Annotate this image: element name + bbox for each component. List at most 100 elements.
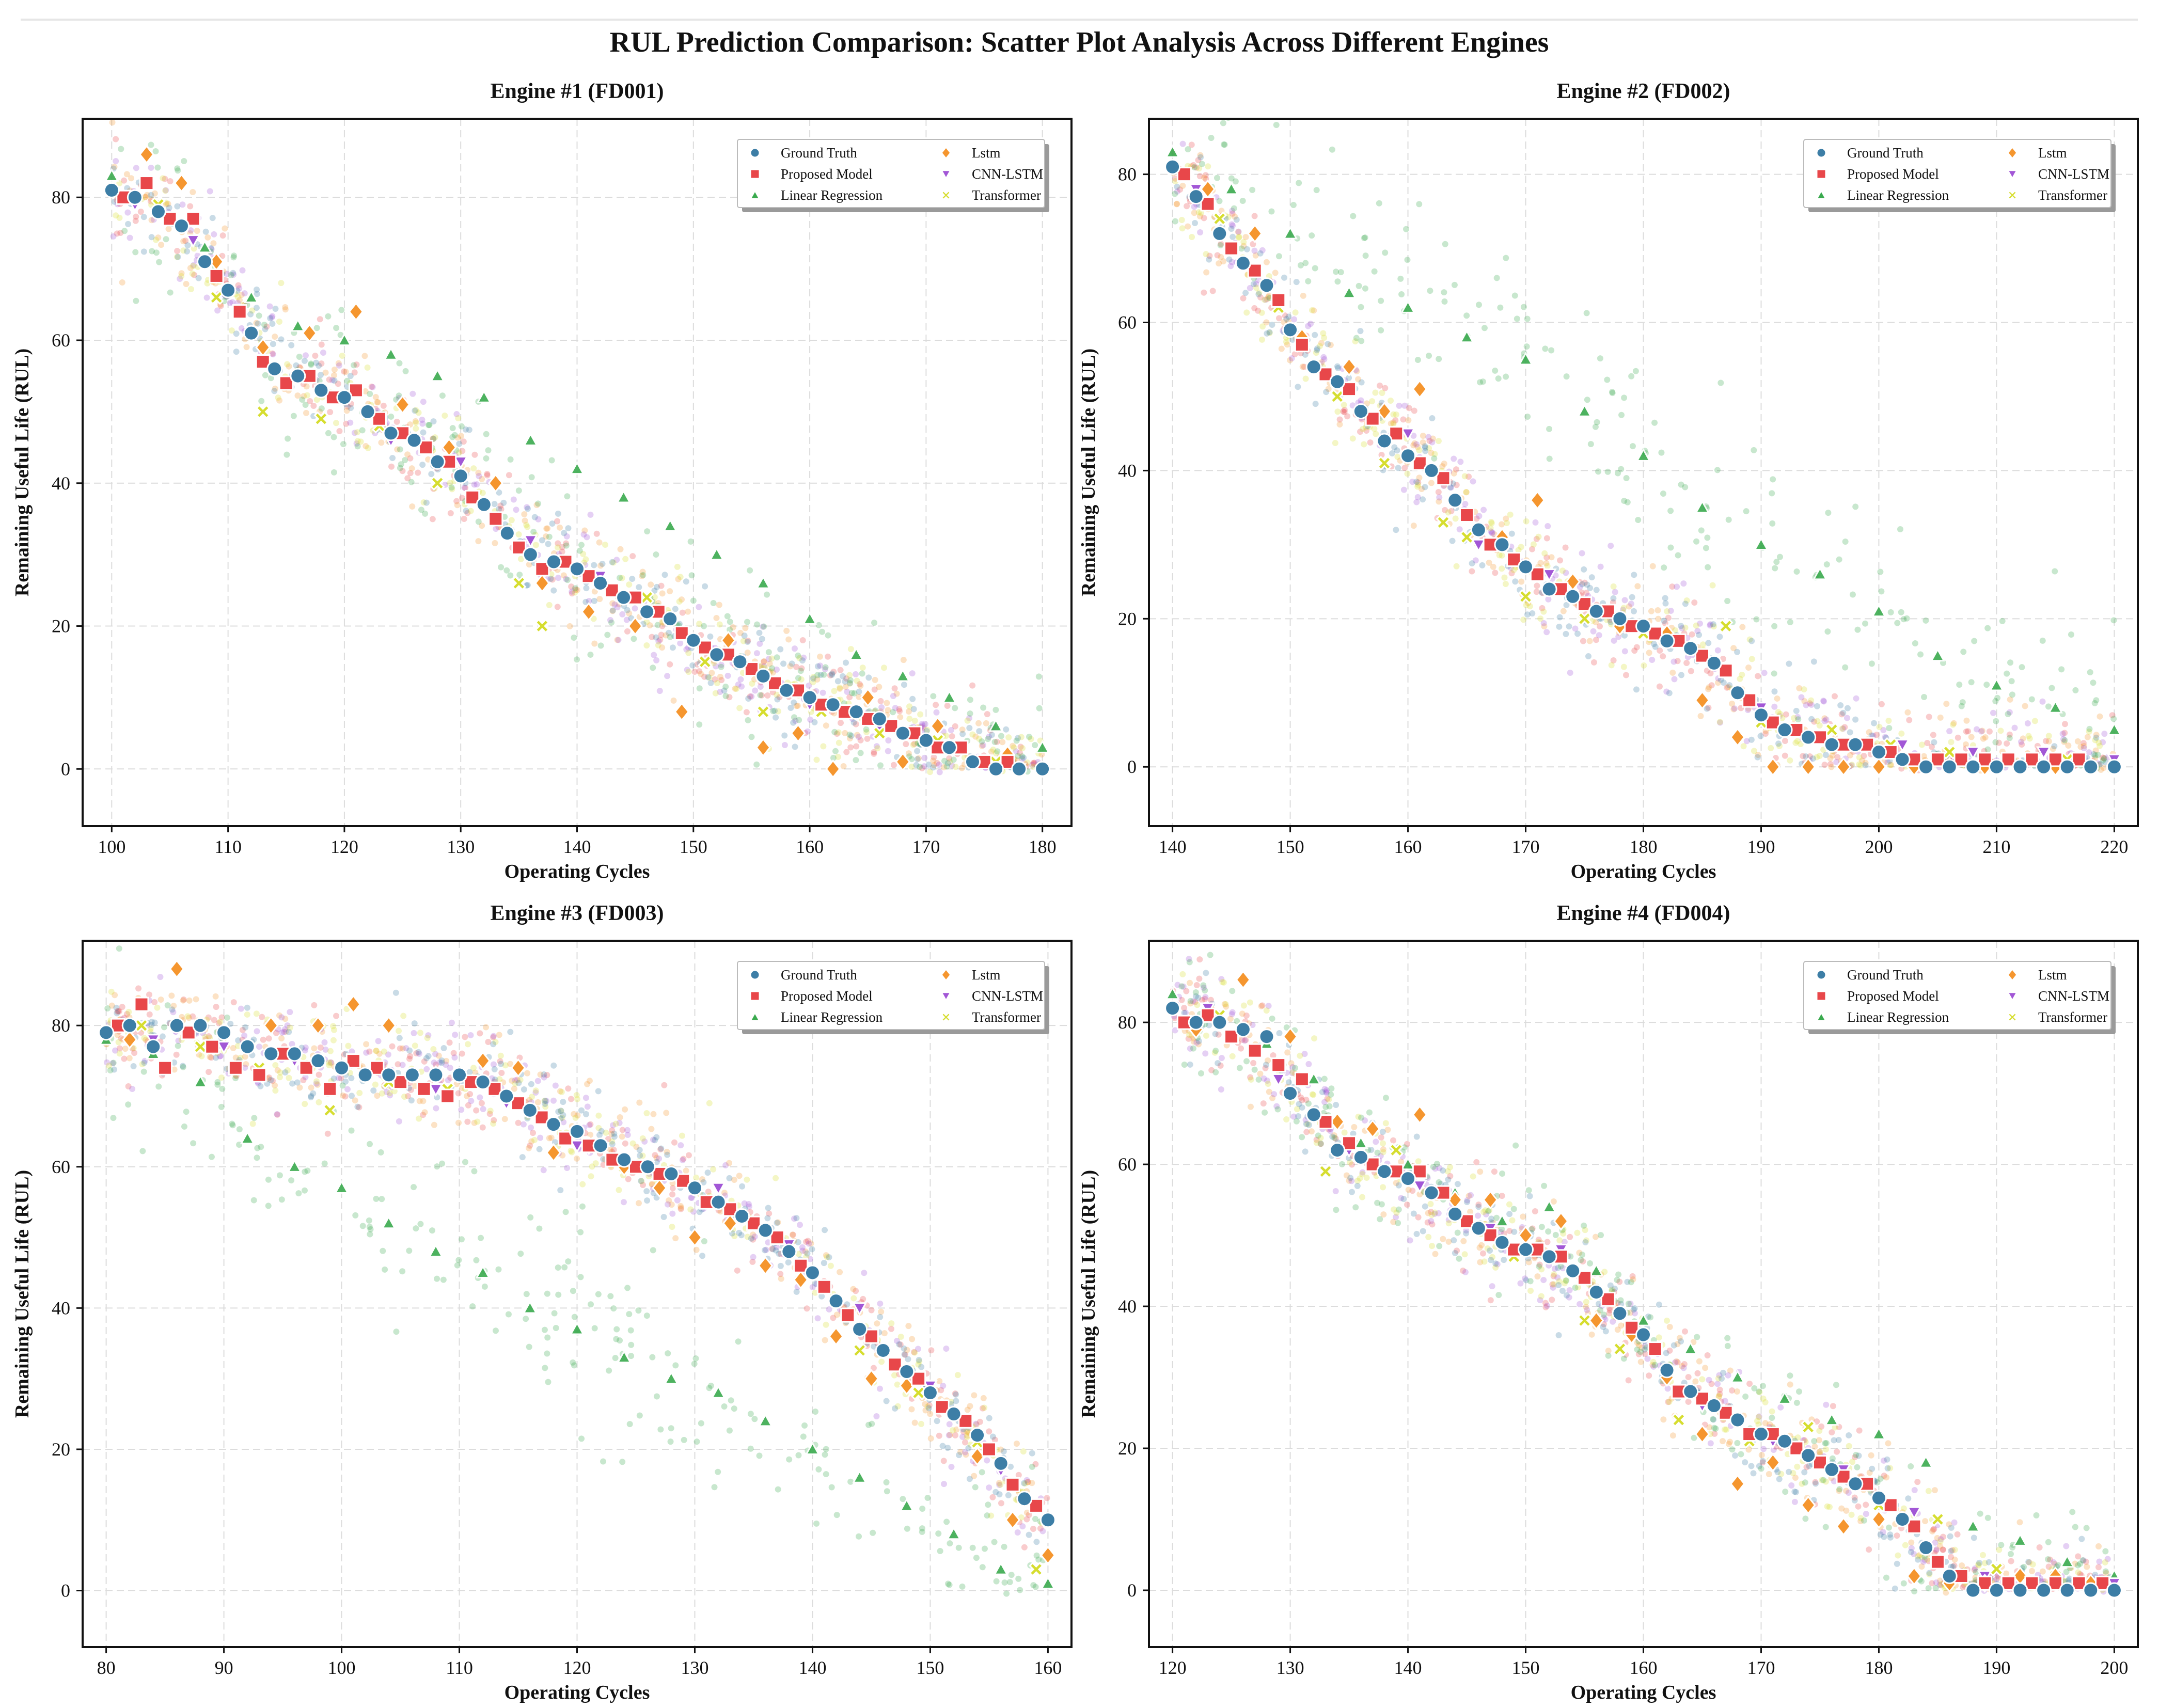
background-point: [871, 1343, 877, 1350]
background-point: [1255, 307, 1262, 314]
background-point: [1518, 578, 1525, 585]
background-point: [1974, 726, 1980, 733]
background-point: [653, 1155, 660, 1161]
background-point: [550, 587, 557, 594]
background-point: [398, 461, 404, 468]
background-point: [420, 499, 427, 506]
data-point: [290, 368, 306, 384]
background-point: [253, 305, 260, 311]
background-point: [354, 1103, 361, 1110]
background-point: [397, 446, 403, 453]
legend-marker: [749, 147, 761, 159]
background-point: [1884, 759, 1891, 766]
background-point: [846, 680, 853, 687]
background-point: [142, 194, 149, 200]
background-point: [548, 457, 555, 464]
background-point: [1026, 734, 1033, 740]
background-point: [348, 405, 354, 412]
background-point: [218, 1074, 225, 1081]
background-point: [301, 1187, 308, 1194]
background-point: [613, 557, 620, 563]
background-point: [622, 556, 629, 562]
background-point: [1400, 486, 1407, 493]
background-point: [935, 1530, 942, 1537]
background-point: [700, 1179, 707, 1185]
background-point: [595, 1125, 602, 1131]
background-point: [132, 217, 139, 224]
background-point: [701, 673, 708, 680]
background-point: [420, 399, 427, 405]
background-point: [694, 1438, 700, 1445]
background-point: [638, 1178, 645, 1184]
background-point: [1357, 328, 1364, 335]
chart-1: 100 110 120 130 140 150 160 170 180020406080Engi…: [11, 80, 1073, 882]
data-point: [875, 1342, 891, 1358]
background-point: [1590, 659, 1597, 666]
background-point: [663, 1110, 670, 1116]
background-point: [413, 1225, 419, 1232]
y-tick-label: 20: [1118, 608, 1137, 629]
background-point: [331, 1026, 338, 1033]
background-point: [1663, 688, 1670, 695]
background-point: [464, 1118, 471, 1125]
background-point: [902, 1351, 908, 1358]
background-point: [202, 1034, 209, 1040]
background-point: [1292, 309, 1299, 316]
background-point: [1266, 293, 1272, 299]
background-point: [716, 602, 722, 608]
data-point: [1588, 603, 1604, 620]
background-point: [1404, 1141, 1411, 1147]
background-point: [1334, 363, 1341, 370]
background-point: [461, 484, 468, 491]
background-point: [745, 717, 751, 723]
background-point: [1010, 742, 1016, 749]
background-point: [458, 1106, 465, 1113]
background-point: [909, 670, 916, 677]
background-point: [991, 1539, 998, 1545]
background-point: [980, 742, 986, 749]
background-point: [1217, 1062, 1224, 1069]
y-tick-label: 40: [1118, 460, 1137, 481]
background-point: [1251, 213, 1258, 219]
background-point: [611, 601, 618, 608]
background-point: [555, 510, 561, 517]
background-point: [1572, 625, 1579, 632]
background-point: [1857, 762, 1864, 769]
background-point: [249, 1120, 256, 1127]
background-point: [1362, 234, 1368, 241]
background-point: [359, 1223, 366, 1229]
background-point: [952, 705, 958, 711]
data-point: [1836, 757, 1851, 777]
background-point: [614, 637, 621, 643]
background-point: [296, 1084, 303, 1091]
background-point: [554, 604, 561, 610]
background-point: [1405, 417, 1412, 423]
background-point: [1268, 208, 1275, 215]
background-point: [272, 1087, 279, 1094]
background-point: [911, 740, 918, 747]
data-point: [145, 1038, 162, 1055]
background-point: [367, 1226, 374, 1232]
background-point: [1001, 1579, 1008, 1586]
background-point: [171, 1059, 178, 1066]
data-point: [228, 1060, 243, 1076]
background-point: [1229, 210, 1236, 217]
background-point: [801, 1422, 808, 1429]
background-point: [848, 733, 855, 739]
background-point: [341, 368, 348, 375]
background-point: [1202, 995, 1208, 1002]
background-point: [667, 1438, 674, 1445]
background-point: [612, 1120, 619, 1127]
background-point: [1959, 699, 1966, 706]
background-point: [1614, 1300, 1621, 1306]
background-point: [141, 1059, 148, 1066]
background-point: [1388, 398, 1394, 404]
background-point: [1545, 523, 1551, 530]
background-point: [1028, 736, 1034, 742]
background-point: [1479, 562, 1486, 568]
background-point: [938, 1387, 944, 1394]
background-point: [2097, 713, 2103, 720]
background-point: [844, 1301, 850, 1308]
data-point: [1518, 589, 1533, 604]
background-point: [1428, 450, 1435, 456]
